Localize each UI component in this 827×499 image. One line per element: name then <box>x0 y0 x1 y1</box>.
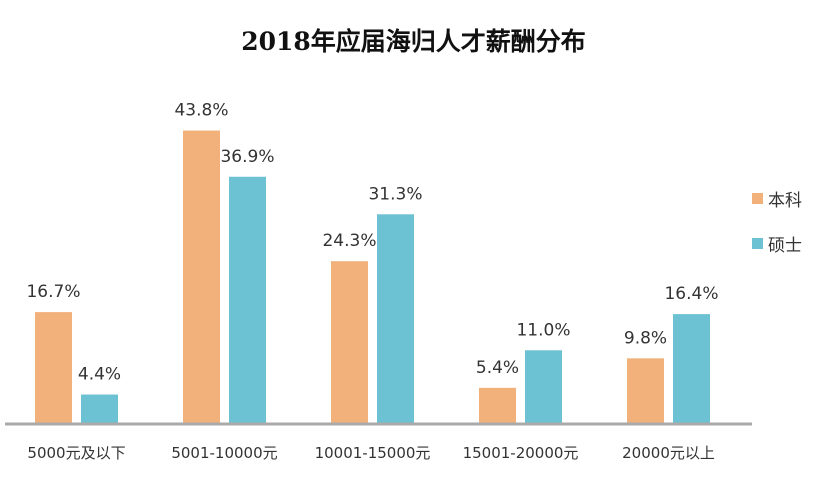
bar-bachelor <box>479 387 516 424</box>
bar-master <box>81 394 118 424</box>
data-label: 4.4% <box>78 365 121 385</box>
legend-label: 本科 <box>768 191 802 211</box>
bar-master <box>525 350 562 424</box>
x-tick-label: 5001-10000元 <box>171 444 277 462</box>
bar-bachelor <box>627 358 664 424</box>
data-label: 11.0% <box>516 320 570 340</box>
bar-master <box>229 176 266 424</box>
legend-item-master: 硕士 <box>752 231 802 256</box>
data-label: 24.3% <box>322 231 376 251</box>
data-label: 16.4% <box>664 284 718 304</box>
x-tick-label: 5000元及以下 <box>27 444 125 462</box>
data-label: 5.4% <box>476 358 519 378</box>
bar-bachelor <box>183 130 220 425</box>
chart-title: 2018年应届海归人才薪酬分布 <box>241 27 586 56</box>
legend-label: 硕士 <box>768 236 802 256</box>
bar-bachelor <box>331 261 368 424</box>
data-label: 9.8% <box>624 328 667 348</box>
bar-master <box>377 214 414 424</box>
legend-item-bachelor: 本科 <box>752 186 802 211</box>
data-label: 43.8% <box>174 101 228 121</box>
x-tick-label: 20000元以上 <box>622 444 715 462</box>
legend-swatch-bachelor <box>752 193 763 204</box>
bar-bachelor <box>35 312 72 424</box>
data-label: 16.7% <box>26 282 80 302</box>
x-tick-label: 10001-15000元 <box>315 444 431 462</box>
bar-master <box>673 314 710 424</box>
data-label: 31.3% <box>368 184 422 204</box>
x-tick-label: 15001-20000元 <box>463 444 579 462</box>
legend-swatch-master <box>752 238 763 249</box>
data-label: 36.9% <box>220 147 274 167</box>
